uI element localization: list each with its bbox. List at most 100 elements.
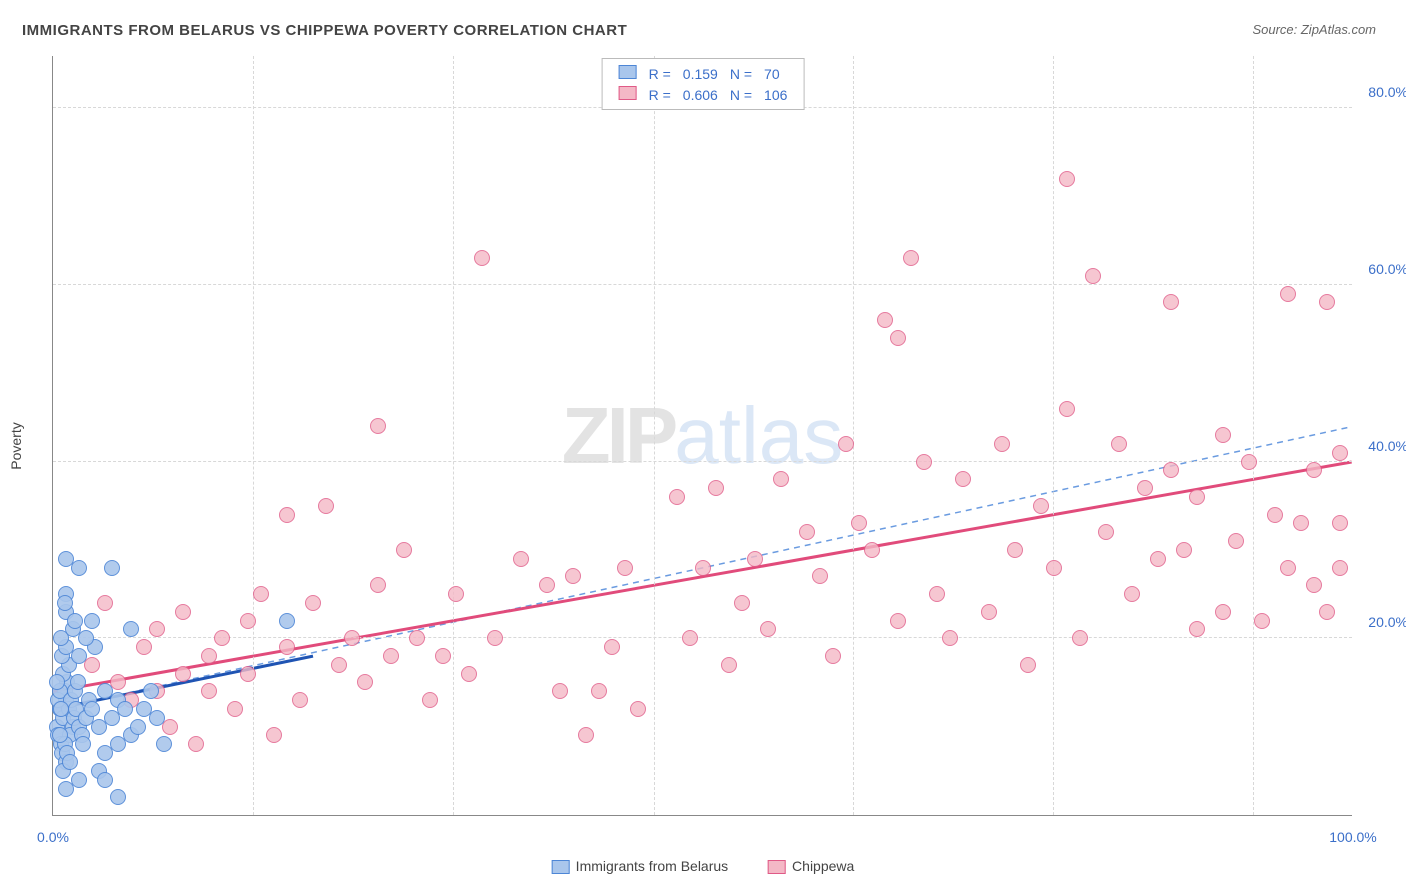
point-chippewa — [539, 577, 555, 593]
grid-line-h — [53, 461, 1352, 462]
point-chippewa — [1254, 613, 1270, 629]
point-chippewa — [942, 630, 958, 646]
point-chippewa — [1215, 604, 1231, 620]
y-axis-label: Poverty — [8, 422, 24, 469]
point-belarus — [52, 727, 68, 743]
point-chippewa — [955, 471, 971, 487]
point-chippewa — [851, 515, 867, 531]
point-chippewa — [994, 436, 1010, 452]
watermark: ZIPatlas — [562, 390, 843, 482]
point-chippewa — [1306, 462, 1322, 478]
point-chippewa — [162, 719, 178, 735]
point-chippewa — [357, 674, 373, 690]
legend-row-belarus: R = 0.159 N = 70 — [613, 63, 794, 84]
point-chippewa — [617, 560, 633, 576]
point-chippewa — [760, 621, 776, 637]
point-belarus — [84, 613, 100, 629]
point-chippewa — [1072, 630, 1088, 646]
point-chippewa — [370, 577, 386, 593]
point-belarus — [110, 789, 126, 805]
point-chippewa — [877, 312, 893, 328]
point-chippewa — [201, 683, 217, 699]
point-chippewa — [1228, 533, 1244, 549]
point-chippewa — [1163, 462, 1179, 478]
point-chippewa — [279, 507, 295, 523]
r-value-chippewa: 0.606 — [677, 84, 724, 105]
swatch-chippewa — [619, 86, 637, 100]
point-chippewa — [253, 586, 269, 602]
point-chippewa — [1241, 454, 1257, 470]
point-chippewa — [747, 551, 763, 567]
point-chippewa — [136, 639, 152, 655]
point-chippewa — [201, 648, 217, 664]
point-chippewa — [240, 613, 256, 629]
point-chippewa — [84, 657, 100, 673]
n-label: N = — [724, 84, 758, 105]
y-tick-label: 20.0% — [1368, 614, 1406, 630]
point-belarus — [70, 674, 86, 690]
y-tick-label: 60.0% — [1368, 261, 1406, 277]
point-belarus — [149, 710, 165, 726]
point-chippewa — [318, 498, 334, 514]
point-belarus — [58, 781, 74, 797]
point-chippewa — [1111, 436, 1127, 452]
point-belarus — [78, 630, 94, 646]
point-chippewa — [1176, 542, 1192, 558]
point-chippewa — [1046, 560, 1062, 576]
point-chippewa — [565, 568, 581, 584]
point-belarus — [84, 701, 100, 717]
point-chippewa — [149, 621, 165, 637]
legend-series: Immigrants from Belarus Chippewa — [534, 858, 873, 874]
watermark-atlas: atlas — [674, 391, 843, 480]
legend-item-belarus: Immigrants from Belarus — [552, 858, 728, 874]
point-chippewa — [695, 560, 711, 576]
point-chippewa — [1319, 294, 1335, 310]
point-chippewa — [175, 666, 191, 682]
trendlines-overlay — [53, 56, 1352, 815]
point-chippewa — [682, 630, 698, 646]
point-belarus — [71, 648, 87, 664]
source-attribution: Source: ZipAtlas.com — [1252, 22, 1376, 37]
point-belarus — [110, 736, 126, 752]
series-label-chippewa: Chippewa — [792, 858, 854, 874]
point-chippewa — [916, 454, 932, 470]
r-value-belarus: 0.159 — [677, 63, 724, 84]
point-chippewa — [630, 701, 646, 717]
point-chippewa — [1280, 560, 1296, 576]
point-belarus — [71, 560, 87, 576]
point-chippewa — [1163, 294, 1179, 310]
point-chippewa — [292, 692, 308, 708]
swatch-chippewa — [768, 860, 786, 874]
point-chippewa — [383, 648, 399, 664]
point-chippewa — [773, 471, 789, 487]
point-chippewa — [890, 330, 906, 346]
point-chippewa — [1059, 171, 1075, 187]
point-belarus — [156, 736, 172, 752]
point-chippewa — [838, 436, 854, 452]
point-chippewa — [1293, 515, 1309, 531]
point-belarus — [58, 551, 74, 567]
point-belarus — [123, 621, 139, 637]
point-chippewa — [1059, 401, 1075, 417]
x-tick-label: 0.0% — [37, 829, 69, 845]
grid-line-h — [53, 284, 1352, 285]
point-belarus — [117, 701, 133, 717]
point-chippewa — [1319, 604, 1335, 620]
point-belarus — [75, 736, 91, 752]
point-chippewa — [97, 595, 113, 611]
point-chippewa — [669, 489, 685, 505]
point-chippewa — [409, 630, 425, 646]
point-belarus — [104, 560, 120, 576]
point-chippewa — [825, 648, 841, 664]
point-chippewa — [1098, 524, 1114, 540]
point-chippewa — [396, 542, 412, 558]
scatter-plot-area: ZIPatlas 20.0%40.0%60.0%80.0%0.0%100.0% — [52, 56, 1352, 816]
point-chippewa — [305, 595, 321, 611]
point-chippewa — [474, 250, 490, 266]
point-chippewa — [1020, 657, 1036, 673]
grid-line-v — [453, 56, 454, 815]
point-belarus — [143, 683, 159, 699]
point-chippewa — [1332, 515, 1348, 531]
point-chippewa — [708, 480, 724, 496]
point-chippewa — [604, 639, 620, 655]
